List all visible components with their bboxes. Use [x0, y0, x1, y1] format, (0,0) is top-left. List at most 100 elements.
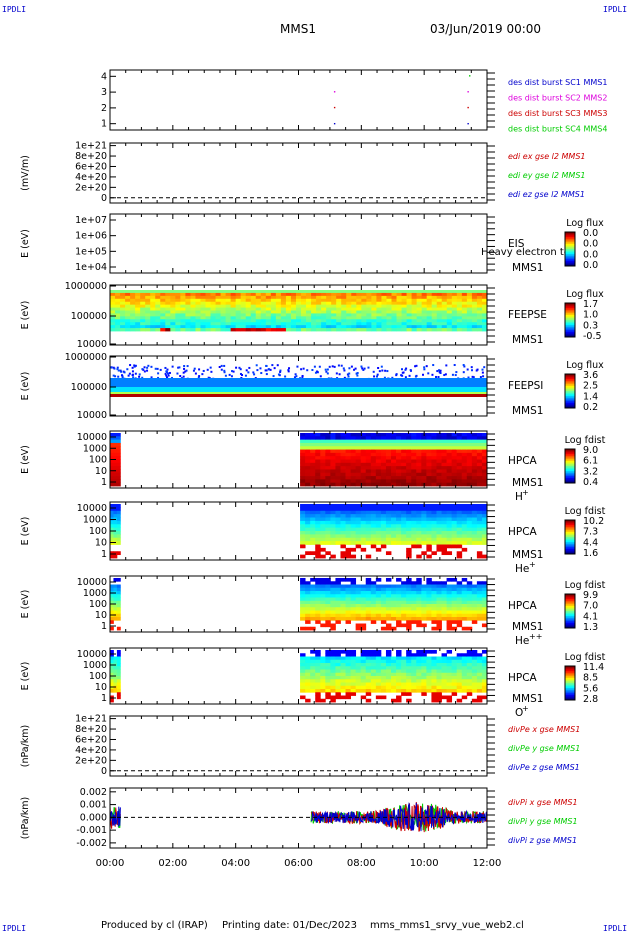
feepse-cell [290, 319, 297, 323]
hpca-o-panel-cell [476, 672, 483, 677]
hpca-hepp-panel-cell [335, 581, 341, 585]
feepse-cell [190, 310, 196, 314]
feepsi-speck [363, 367, 366, 370]
feepse-cell [326, 313, 332, 317]
hpca-h-panel-cell [401, 462, 407, 467]
feepsi-speck [383, 376, 386, 379]
hpca-o-panel-cell [385, 659, 392, 664]
hpca-h-panel-cell [335, 436, 341, 441]
hpca-o-panel-cell [335, 666, 341, 670]
hpca-h-panel-cell [330, 439, 336, 444]
feepse-cell [165, 316, 171, 320]
hpca-hepp-panel-colorbar-cell [565, 609, 575, 612]
hpca-o-panel-cell [456, 653, 463, 657]
hpca-he-panel-cell [441, 537, 447, 542]
hpca-h-panel-cell [330, 469, 336, 474]
hpca-o-panel-cell [385, 650, 392, 654]
hpca-o-panel-cell [406, 685, 412, 690]
hpca-he-panel-cell [320, 504, 326, 508]
feepse-cell [270, 290, 277, 294]
hpca-h-panel-cell [375, 482, 382, 487]
feepse-cell [280, 295, 287, 300]
feepse-cell [476, 322, 483, 326]
feepse-cell [416, 307, 423, 311]
feepse-cell [346, 313, 352, 317]
feepse-panel-colorbar-cell [565, 330, 575, 333]
feepse-cell [356, 298, 362, 303]
hpca-he-panel-cell [345, 517, 351, 522]
feepse-cell [125, 307, 131, 311]
hpca-hepp-panel-cell [446, 600, 453, 605]
hpca-o-panel-cell [436, 659, 442, 664]
hpca-he-panel-cell [300, 537, 306, 542]
hpca-h-panel-cell [385, 469, 392, 474]
feepse-cell [255, 307, 262, 311]
hpca-h-panel-cell [305, 476, 311, 480]
hpca-o-panel-cell [380, 669, 387, 674]
feepse-cell [215, 290, 221, 294]
feepse-cell [401, 319, 407, 323]
hpca-o-panel-cell [350, 679, 357, 683]
hpca-h-panel-cell [113, 472, 118, 477]
hpca-h-panel-cell [471, 462, 478, 467]
hpca-he-panel-cell [471, 541, 478, 545]
feepse-cell [175, 319, 181, 323]
feepse-cell [215, 313, 221, 317]
hpca-h-panel-colorbar-cell [565, 449, 575, 452]
hpca-o-panel-cell [310, 679, 316, 683]
feepse-cell [371, 328, 377, 332]
feepse-cell [255, 322, 262, 326]
hpca-hepp-panel-cell [360, 623, 367, 628]
hpca-h-panel-cell [110, 439, 114, 444]
feepse-cell [155, 290, 161, 294]
hpca-h-panel-cell [330, 479, 336, 484]
hpca-o-panel-cell [471, 672, 478, 677]
hpca-he-panel-cell [421, 520, 427, 525]
feepse-cell [230, 313, 237, 317]
feepse-panel-colorbar-tick: 1.0 [583, 310, 598, 321]
hpca-hepp-panel-cell [436, 581, 442, 585]
hpca-o-panel-cell [380, 682, 387, 687]
hpca-hepp-panel-cell [300, 626, 306, 631]
hpca-he-panel-cell [441, 510, 447, 515]
eis-panel-colorbar-cell [565, 252, 575, 255]
hpca-h-panel-cell [426, 462, 432, 467]
feepse-cell [215, 304, 221, 308]
hpca-o-panel-cell [340, 695, 346, 700]
hpca-h-panel-cell [375, 436, 382, 441]
hpca-o-panel-cell [300, 685, 306, 690]
hpca-o-panel-cell [355, 672, 362, 677]
hpca-o-panel-cell [391, 698, 397, 703]
feepsi-band [110, 378, 487, 387]
hpca-h-panel-cell [451, 456, 458, 460]
feepsi-speck [245, 369, 248, 372]
hpca-hepp-panel-cell [441, 600, 447, 605]
feepse-cell [421, 313, 428, 317]
hpca-he-panel-cell [380, 534, 387, 539]
feepsi-speck [248, 366, 251, 369]
feepse-cell [441, 290, 448, 294]
feepse-cell [275, 290, 282, 294]
hpca-he-panel-cell [335, 504, 341, 508]
feepse-cell [401, 292, 407, 297]
feepse-cell [306, 322, 312, 326]
feepse-cell [185, 322, 191, 326]
feepse-cell [431, 325, 438, 329]
feepse-cell [406, 328, 412, 332]
feepse-cell [331, 325, 337, 329]
hpca-hepp-panel-cell [466, 591, 473, 595]
eis-panel-colorbar-frame [564, 231, 576, 267]
feepse-cell [456, 310, 463, 314]
feepse-cell [481, 298, 488, 303]
hpca-hepp-panel-cell [380, 626, 387, 631]
hpca-h-panel-cell [350, 433, 357, 437]
hpca-hepp-panel-cell [385, 607, 392, 611]
hpca-hepp-panel-cell [385, 587, 392, 592]
hpca-o-panel-cell [355, 663, 362, 667]
hpca-o-panel-cell [411, 685, 417, 690]
hpca-hepp-panel-cell [365, 604, 372, 608]
hpca-o-panel-cell [401, 663, 407, 667]
hpca-o-panel-cell [325, 685, 331, 690]
hpca-o-panel-cell [401, 676, 407, 680]
hpca-h-panel-cell [370, 436, 377, 441]
